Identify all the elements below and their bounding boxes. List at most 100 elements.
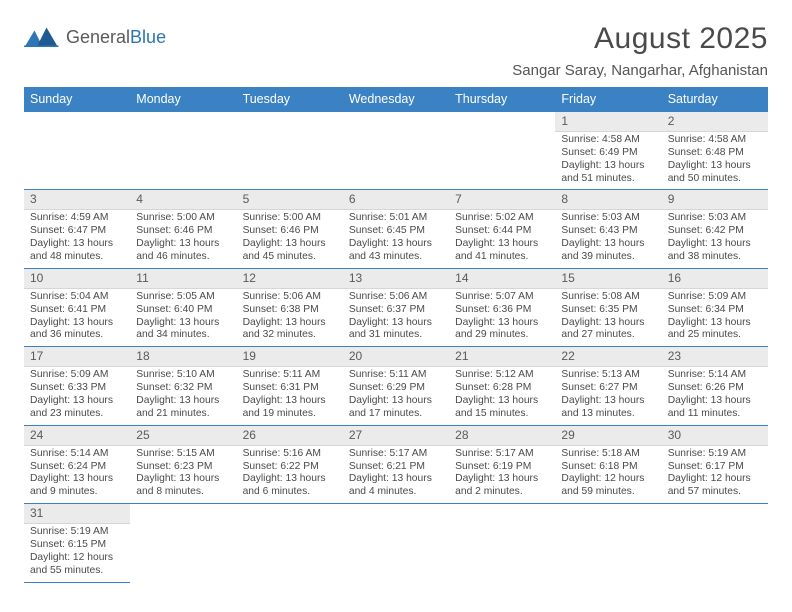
daylight-line1: Daylight: 13 hours [349,317,443,330]
title-block: August 2025 Sangar Saray, Nangarhar, Afg… [512,22,768,79]
day-cell: 15Sunrise: 5:08 AMSunset: 6:35 PMDayligh… [555,269,661,346]
day-cell: 7Sunrise: 5:02 AMSunset: 6:44 PMDaylight… [449,190,555,267]
day-number: 12 [237,269,343,289]
daylight-line2: and 23 minutes. [30,408,124,421]
daylight-line1: Daylight: 13 hours [668,317,762,330]
day-cell [449,504,555,582]
weekday-header: SundayMondayTuesdayWednesdayThursdayFrid… [24,87,768,112]
sunset: Sunset: 6:28 PM [455,382,549,395]
day-cell [555,504,661,582]
day-number: 7 [449,190,555,210]
sunrise: Sunrise: 5:00 AM [136,212,230,225]
day-number: 31 [24,504,130,524]
day-cell: 25Sunrise: 5:15 AMSunset: 6:23 PMDayligh… [130,426,236,503]
day-cell: 23Sunrise: 5:14 AMSunset: 6:26 PMDayligh… [662,347,768,424]
day-number: 3 [24,190,130,210]
day-number: 10 [24,269,130,289]
day-cell: 2Sunrise: 4:58 AMSunset: 6:48 PMDaylight… [662,112,768,189]
sunrise: Sunrise: 5:02 AM [455,212,549,225]
sunrise: Sunrise: 5:17 AM [455,448,549,461]
day-body: Sunrise: 5:03 AMSunset: 6:43 PMDaylight:… [555,210,661,267]
daylight-line1: Daylight: 13 hours [561,238,655,251]
day-cell: 17Sunrise: 5:09 AMSunset: 6:33 PMDayligh… [24,347,130,424]
day-number [343,112,449,131]
day-body: Sunrise: 5:19 AMSunset: 6:17 PMDaylight:… [662,446,768,503]
day-cell: 30Sunrise: 5:19 AMSunset: 6:17 PMDayligh… [662,426,768,503]
daylight-line2: and 59 minutes. [561,486,655,499]
daylight-line1: Daylight: 13 hours [243,395,337,408]
sunrise: Sunrise: 5:07 AM [455,291,549,304]
day-number: 26 [237,426,343,446]
day-body: Sunrise: 5:05 AMSunset: 6:40 PMDaylight:… [130,289,236,346]
daylight-line2: and 43 minutes. [349,251,443,264]
day-body: Sunrise: 5:17 AMSunset: 6:21 PMDaylight:… [343,446,449,503]
day-number [24,112,130,131]
day-body: Sunrise: 5:00 AMSunset: 6:46 PMDaylight:… [237,210,343,267]
sunrise: Sunrise: 5:13 AM [561,369,655,382]
daylight-line1: Daylight: 13 hours [561,317,655,330]
daylight-line2: and 57 minutes. [668,486,762,499]
day-body: Sunrise: 5:08 AMSunset: 6:35 PMDaylight:… [555,289,661,346]
month-title: August 2025 [512,22,768,56]
weeks-container: 1Sunrise: 4:58 AMSunset: 6:49 PMDaylight… [24,112,768,583]
day-body: Sunrise: 5:18 AMSunset: 6:18 PMDaylight:… [555,446,661,503]
daylight-line1: Daylight: 13 hours [455,473,549,486]
sunset: Sunset: 6:18 PM [561,461,655,474]
day-number: 24 [24,426,130,446]
day-cell [343,504,449,582]
sunset: Sunset: 6:34 PM [668,304,762,317]
sunset: Sunset: 6:48 PM [668,147,762,160]
sunrise: Sunrise: 5:15 AM [136,448,230,461]
day-cell: 9Sunrise: 5:03 AMSunset: 6:42 PMDaylight… [662,190,768,267]
sunset: Sunset: 6:38 PM [243,304,337,317]
sunrise: Sunrise: 5:19 AM [30,526,124,539]
day-body: Sunrise: 5:07 AMSunset: 6:36 PMDaylight:… [449,289,555,346]
day-number: 18 [130,347,236,367]
day-cell: 20Sunrise: 5:11 AMSunset: 6:29 PMDayligh… [343,347,449,424]
daylight-line1: Daylight: 13 hours [668,160,762,173]
day-body: Sunrise: 5:15 AMSunset: 6:23 PMDaylight:… [130,446,236,503]
day-body: Sunrise: 4:58 AMSunset: 6:48 PMDaylight:… [662,132,768,189]
sunrise: Sunrise: 5:08 AM [561,291,655,304]
weekday-wednesday: Wednesday [343,87,449,112]
day-number: 8 [555,190,661,210]
daylight-line1: Daylight: 13 hours [30,395,124,408]
daylight-line1: Daylight: 13 hours [30,238,124,251]
day-body: Sunrise: 5:01 AMSunset: 6:45 PMDaylight:… [343,210,449,267]
day-number: 2 [662,112,768,132]
sunset: Sunset: 6:45 PM [349,225,443,238]
sunset: Sunset: 6:35 PM [561,304,655,317]
day-cell [237,112,343,189]
day-number [662,504,768,523]
sunset: Sunset: 6:47 PM [30,225,124,238]
day-body: Sunrise: 5:17 AMSunset: 6:19 PMDaylight:… [449,446,555,503]
daylight-line2: and 13 minutes. [561,408,655,421]
day-number [449,112,555,131]
location: Sangar Saray, Nangarhar, Afghanistan [512,62,768,79]
sunrise: Sunrise: 5:00 AM [243,212,337,225]
day-body: Sunrise: 5:06 AMSunset: 6:37 PMDaylight:… [343,289,449,346]
day-cell [130,504,236,582]
week-row: 31Sunrise: 5:19 AMSunset: 6:15 PMDayligh… [24,504,768,582]
sunset: Sunset: 6:31 PM [243,382,337,395]
day-body: Sunrise: 5:11 AMSunset: 6:29 PMDaylight:… [343,367,449,424]
calendar: SundayMondayTuesdayWednesdayThursdayFrid… [24,87,768,583]
logo: GeneralBlue [24,26,166,50]
daylight-line1: Daylight: 13 hours [243,473,337,486]
day-cell [237,504,343,582]
day-body: Sunrise: 5:19 AMSunset: 6:15 PMDaylight:… [24,524,130,581]
daylight-line1: Daylight: 13 hours [561,160,655,173]
day-cell: 5Sunrise: 5:00 AMSunset: 6:46 PMDaylight… [237,190,343,267]
weekday-tuesday: Tuesday [237,87,343,112]
day-body: Sunrise: 5:14 AMSunset: 6:26 PMDaylight:… [662,367,768,424]
day-body: Sunrise: 5:02 AMSunset: 6:44 PMDaylight:… [449,210,555,267]
day-cell: 14Sunrise: 5:07 AMSunset: 6:36 PMDayligh… [449,269,555,346]
sunrise: Sunrise: 5:09 AM [668,291,762,304]
sunrise: Sunrise: 5:09 AM [30,369,124,382]
sunset: Sunset: 6:19 PM [455,461,549,474]
daylight-line2: and 29 minutes. [455,329,549,342]
day-cell [662,504,768,582]
daylight-line2: and 48 minutes. [30,251,124,264]
day-cell: 31Sunrise: 5:19 AMSunset: 6:15 PMDayligh… [24,504,130,582]
logo-blue: Blue [130,27,166,47]
